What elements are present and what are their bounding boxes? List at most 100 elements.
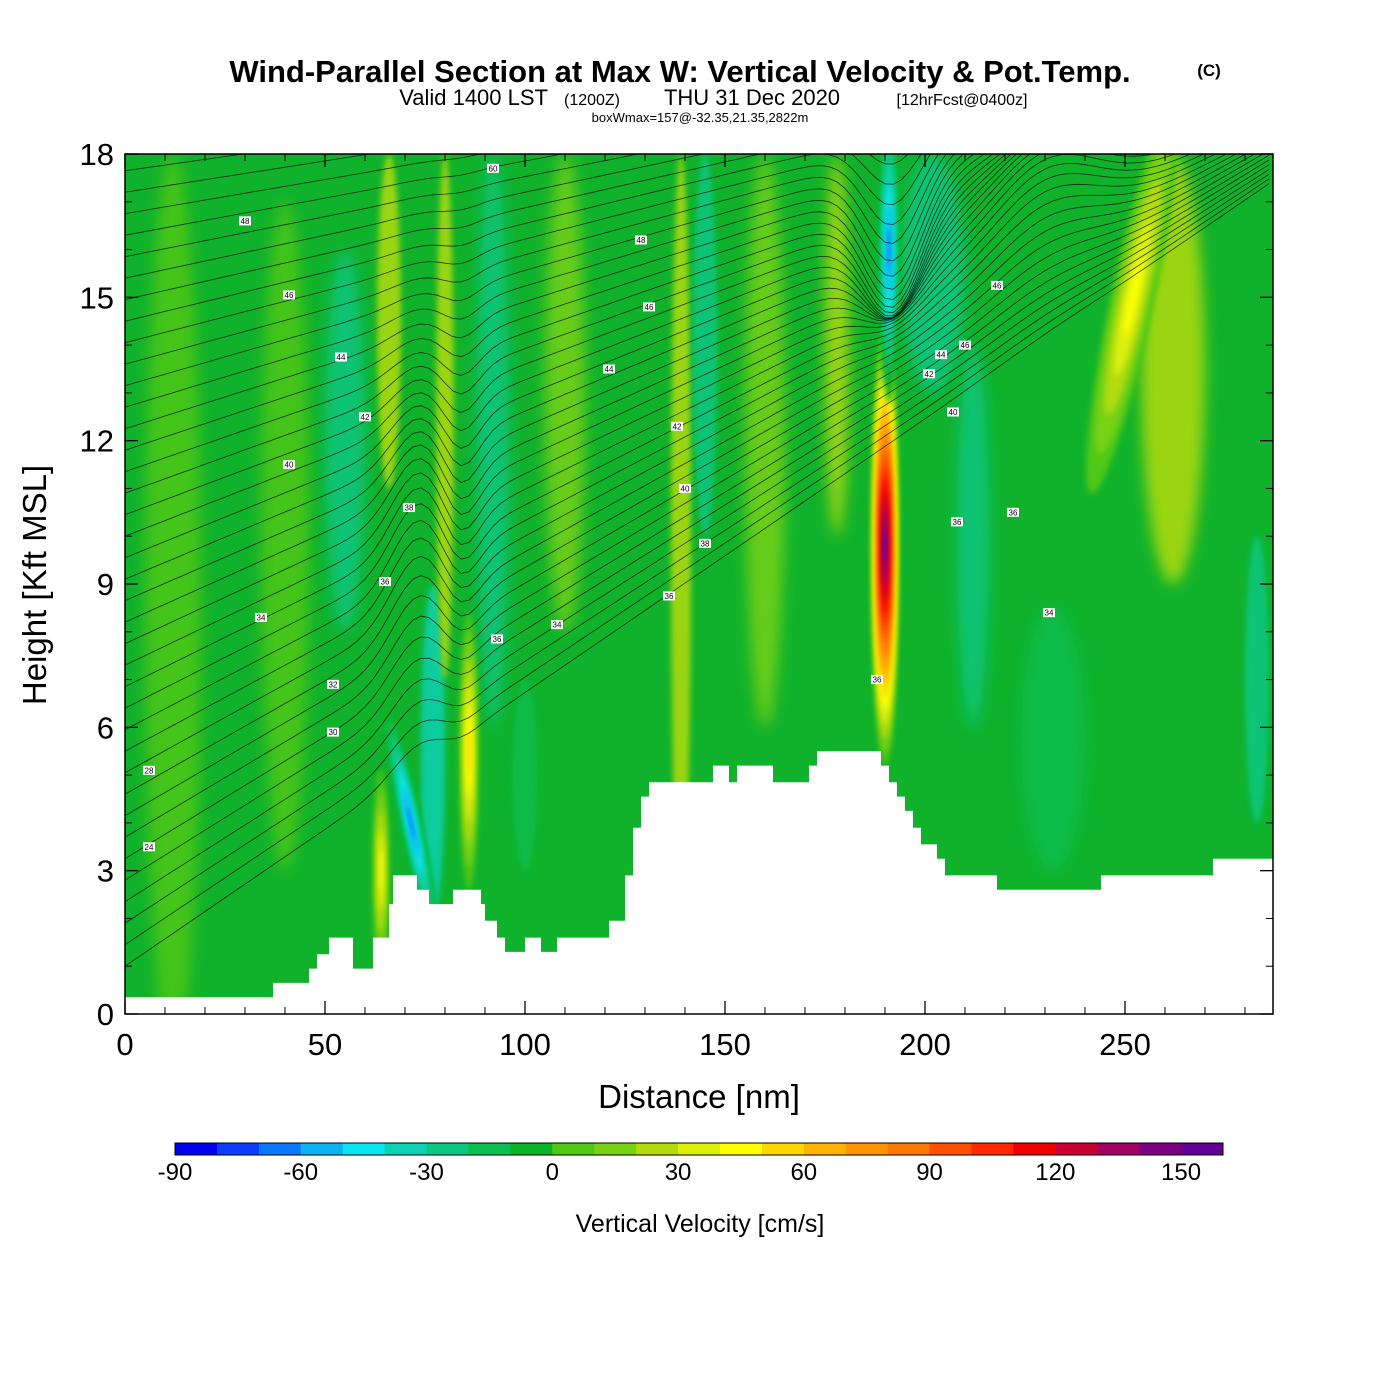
isentrope	[125, 154, 1237, 752]
isentrope-labels: 60 48 48 46 46 46 46 44 42 44 44 42 42 40 40 40 38 36 36 38…	[143, 163, 1055, 852]
isentrope-label: 42	[923, 369, 935, 379]
svg-text:38: 38	[405, 504, 414, 513]
isentrope-label: 60	[487, 163, 499, 173]
colorbar-swatch	[887, 1143, 931, 1155]
colorbar-swatch	[1097, 1143, 1140, 1155]
colorbar-swatch	[1013, 1143, 1056, 1155]
copyright-mark: (C)	[1197, 61, 1221, 80]
isentrope-lines	[125, 154, 1270, 967]
svg-text:36: 36	[873, 676, 882, 685]
velocity-band	[421, 584, 445, 919]
isentrope-label: 48	[239, 216, 251, 226]
colorbar-swatch	[803, 1143, 847, 1155]
isentrope	[125, 154, 994, 473]
isentrope-label: 42	[671, 421, 683, 431]
isentrope-label: 46	[643, 302, 655, 312]
isentrope-label: 38	[699, 538, 711, 548]
isentrope-label: 44	[935, 350, 947, 360]
isentrope	[125, 154, 1247, 774]
velocity-band	[325, 249, 365, 632]
velocity-contour	[379, 850, 383, 891]
velocity-band	[436, 154, 454, 680]
velocity-band	[1245, 536, 1269, 823]
velocity-band	[901, 154, 965, 393]
x-tick-label: 150	[699, 1027, 751, 1062]
x-tick-label: 250	[1099, 1027, 1151, 1062]
isentrope	[125, 154, 1205, 688]
colorbar-swatch	[971, 1143, 1014, 1155]
subtitle-valid: Valid 1400 LST	[399, 85, 548, 110]
colorbar-tick-label: -60	[283, 1159, 318, 1186]
velocity-contour	[887, 227, 891, 272]
colorbar-swatch	[342, 1143, 386, 1155]
isentrope	[125, 154, 1007, 516]
isentrope-label: 40	[947, 407, 959, 417]
isentrope	[125, 154, 931, 322]
isentrope-label: 42	[359, 412, 371, 422]
velocity-band	[693, 154, 717, 537]
colorbar: -90 -60 -30 0 30 60 90 120 150	[158, 1142, 1224, 1186]
isentrope	[125, 154, 955, 387]
svg-text:40: 40	[949, 408, 958, 417]
velocity-contour	[467, 728, 471, 775]
isentrope	[125, 154, 1001, 494]
isentrope	[125, 154, 482, 215]
colorbar-tick-label: 90	[916, 1159, 943, 1186]
colorbar-swatch	[594, 1143, 637, 1155]
svg-text:36: 36	[665, 592, 674, 601]
isentrope-label: 30	[327, 727, 339, 737]
svg-text:36: 36	[381, 578, 390, 587]
isentrope-label: 36	[1007, 507, 1019, 517]
isentrope-label: 36	[871, 675, 883, 685]
velocity-band	[377, 154, 401, 489]
svg-text:46: 46	[285, 291, 294, 300]
isentrope-label: 36	[951, 517, 963, 527]
isentrope	[125, 159, 1270, 860]
velocity-field	[145, 154, 1269, 1014]
velocity-band	[957, 345, 989, 728]
isentrope	[125, 164, 1270, 881]
svg-text:46: 46	[993, 281, 1002, 290]
isentrope	[125, 154, 565, 236]
colorbar-swatch	[468, 1143, 511, 1155]
isentrope-label: 40	[283, 460, 295, 470]
isentrope	[125, 154, 939, 344]
y-tick-label: 9	[97, 567, 114, 602]
isentrope	[125, 154, 1270, 838]
svg-text:44: 44	[605, 365, 614, 374]
x-tick-label: 0	[116, 1027, 133, 1062]
isentrope-label: 36	[379, 577, 391, 587]
chart-subtitle: Valid 1400 LST (1200Z) THU 31 Dec 2020 […	[399, 85, 1027, 110]
isentrope	[125, 154, 1264, 817]
svg-text:30: 30	[329, 728, 338, 737]
velocity-band	[261, 201, 309, 871]
velocity-band	[671, 154, 691, 919]
colorbar-swatch	[678, 1143, 721, 1155]
isentrope	[125, 154, 985, 451]
isentrope-label: 28	[143, 765, 155, 775]
colorbar-swatch	[761, 1143, 805, 1155]
isentrope	[125, 154, 1156, 623]
svg-text:34: 34	[1045, 609, 1054, 618]
colorbar-swatch	[175, 1143, 218, 1155]
svg-text:44: 44	[337, 353, 346, 362]
isentrope-label: 46	[283, 290, 295, 300]
isentrope	[125, 154, 1024, 580]
isentrope-label: 38	[403, 503, 415, 513]
colorbar-swatch	[1055, 1143, 1098, 1155]
svg-text:24: 24	[145, 843, 154, 852]
colorbar-tick-label: 30	[665, 1159, 692, 1186]
isentrope-label: 44	[603, 364, 615, 374]
colorbar-swatch	[636, 1143, 679, 1155]
colorbar-tick-label: -90	[158, 1159, 193, 1186]
svg-text:34: 34	[553, 621, 562, 630]
svg-text:44: 44	[937, 351, 946, 360]
svg-text:42: 42	[925, 370, 934, 379]
isentrope	[125, 154, 1192, 666]
isentrope	[125, 154, 640, 258]
isentrope-label: 34	[1043, 608, 1055, 618]
velocity-band	[477, 154, 509, 728]
isentrope-label: 24	[143, 842, 155, 852]
